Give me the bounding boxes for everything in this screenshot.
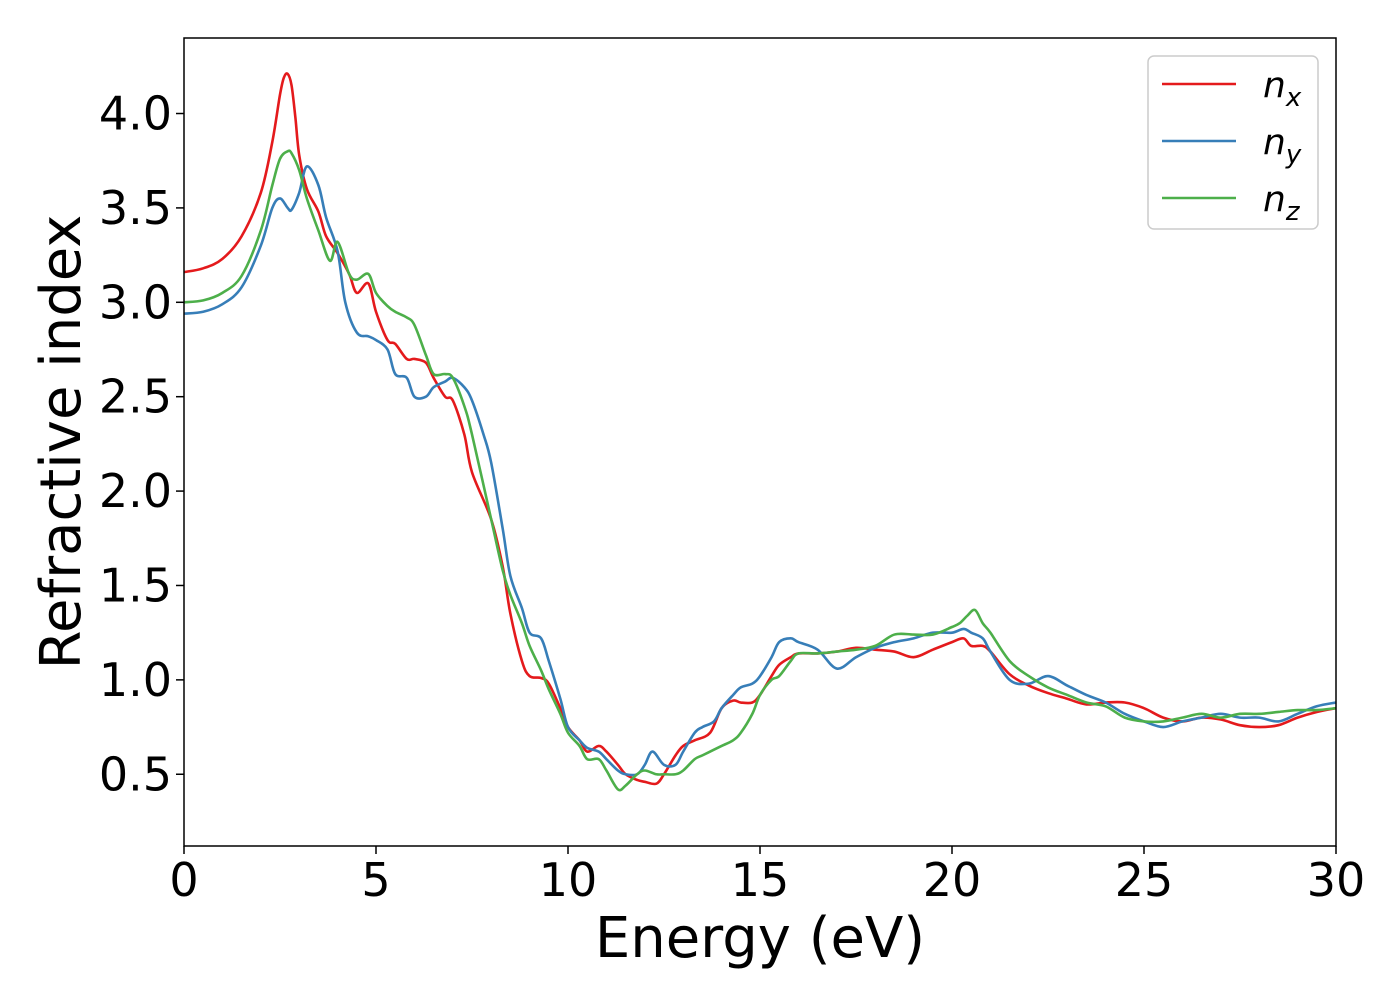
legend-box (1147, 55, 1319, 230)
legend-label-sub: z (1285, 197, 1301, 227)
x-tick-label: 10 (539, 853, 598, 907)
series-layer (184, 72, 1336, 792)
y-tick-label: 1.0 (99, 653, 172, 707)
x-tick-label: 20 (923, 853, 982, 907)
legend-label-ny: ny (1263, 122, 1302, 170)
y-tick-label: 1.5 (99, 558, 172, 612)
legend-label-sub: y (1285, 140, 1302, 170)
series-line-nz (184, 149, 1336, 792)
x-tick-label: 5 (361, 853, 390, 907)
y-tick-label: 2.5 (99, 370, 172, 424)
y-tick-label: 0.5 (99, 747, 172, 801)
legend-label-main: n (1263, 179, 1286, 220)
x-tick-label: 30 (1307, 853, 1366, 907)
x-axis: 0 5 10 15 20 25 30 (169, 846, 1365, 907)
legend-label-nz: nz (1263, 179, 1301, 227)
legend-label-sub: x (1285, 83, 1302, 113)
y-tick-label: 2.0 (99, 464, 172, 518)
y-axis-label: Refractive index (29, 215, 94, 670)
legend-label-nx: nx (1263, 65, 1302, 113)
legend-label-main: n (1263, 65, 1286, 106)
y-tick-label: 3.5 (99, 181, 172, 235)
x-tick-label: 0 (169, 853, 198, 907)
x-tick-label: 15 (731, 853, 790, 907)
y-tick-label: 4.0 (99, 87, 172, 141)
x-axis-label: Energy (eV) (595, 906, 925, 971)
x-tick-label: 25 (1115, 853, 1174, 907)
series-line-ny (184, 165, 1336, 777)
y-axis: 0.5 1.0 1.5 2.0 2.5 3.0 3.5 4.0 (99, 87, 184, 801)
legend-label-main: n (1263, 122, 1286, 163)
y-tick-label: 3.0 (99, 275, 172, 329)
